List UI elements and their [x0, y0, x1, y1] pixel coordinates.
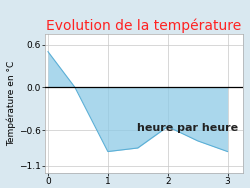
Title: Evolution de la température: Evolution de la température [46, 18, 242, 33]
Y-axis label: Température en °C: Température en °C [7, 61, 16, 146]
Text: heure par heure: heure par heure [137, 124, 238, 133]
